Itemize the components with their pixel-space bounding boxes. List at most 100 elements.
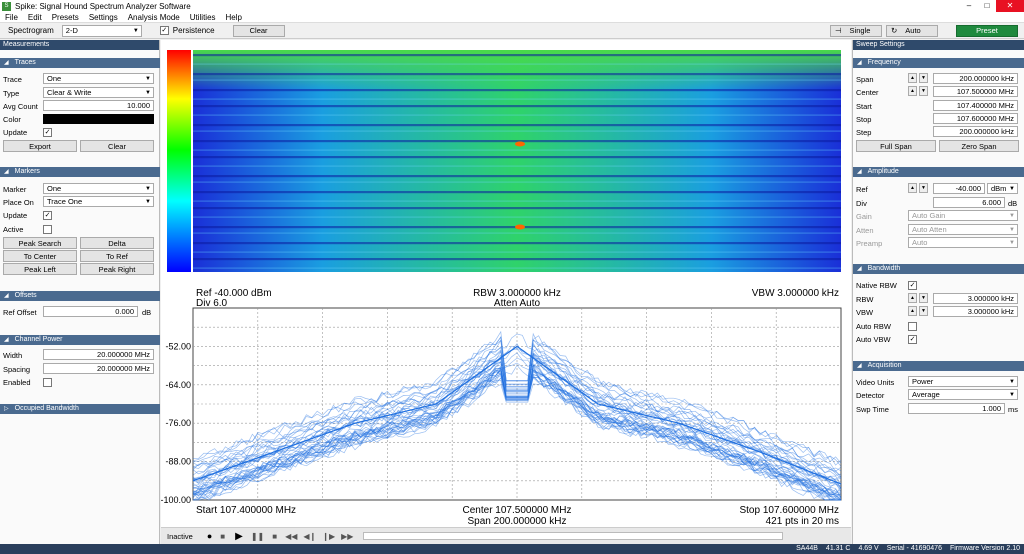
menu-help[interactable]: Help: [225, 12, 242, 22]
width-input[interactable]: 20.000000 MHz: [43, 349, 154, 360]
peak-search-button[interactable]: Peak Search: [3, 237, 77, 249]
spectrogram-select[interactable]: 2-D ▼: [61, 24, 142, 37]
stop-icon[interactable]: ■: [220, 531, 226, 541]
pause-icon[interactable]: ❚❚: [250, 531, 265, 541]
frequency-section-header[interactable]: ◢ Frequency: [853, 58, 1024, 68]
color-label: Color: [3, 114, 21, 124]
step-back-icon[interactable]: ◀❙: [303, 531, 317, 541]
center-up-icon[interactable]: ▲: [908, 86, 917, 96]
type-select[interactable]: Clear & Write ▼: [43, 87, 154, 98]
video-units-select[interactable]: Power ▼: [908, 376, 1018, 387]
auto-button[interactable]: ↻ Auto: [886, 24, 938, 37]
swp-time-input[interactable]: 1.000: [908, 403, 1005, 414]
full-span-button[interactable]: Full Span: [856, 140, 936, 152]
trace-select[interactable]: One ▼: [43, 73, 154, 84]
native-rbw-checkbox[interactable]: ✓: [908, 281, 917, 290]
menu-file[interactable]: File: [5, 12, 18, 22]
persistence-trace: [192, 332, 842, 467]
atten-select[interactable]: Auto Atten ▼: [908, 224, 1018, 235]
auto-rbw-checkbox[interactable]: [908, 322, 917, 331]
vbw-down-icon[interactable]: ▼: [919, 306, 928, 316]
live-trace: [192, 345, 842, 485]
stop-input[interactable]: 107.600000 MHz: [933, 113, 1018, 124]
amplitude-section-header[interactable]: ◢ Amplitude: [853, 167, 1024, 177]
acquisition-section-header[interactable]: ◢ Acquisition: [853, 361, 1024, 371]
persistence-trace: [192, 344, 842, 476]
ref-unit-select[interactable]: dBm ▼: [987, 183, 1018, 194]
step-input[interactable]: 200.000000 kHz: [933, 126, 1018, 137]
occupied-bandwidth-section-header[interactable]: ▷ Occupied Bandwidth: [0, 404, 160, 414]
traces-clear-button[interactable]: Clear: [80, 140, 154, 152]
span-down-icon[interactable]: ▼: [919, 73, 928, 83]
markers-section-header[interactable]: ◢ Markers: [0, 167, 160, 177]
gain-select[interactable]: Auto Gain ▼: [908, 210, 1018, 221]
peak-right-button[interactable]: Peak Right: [80, 263, 154, 275]
active-checkbox[interactable]: [43, 225, 52, 234]
markers-title: Markers: [14, 168, 40, 175]
ref-down-icon[interactable]: ▼: [919, 183, 928, 193]
to-ref-button[interactable]: To Ref: [80, 250, 154, 262]
minimize-icon[interactable]: –: [966, 1, 972, 10]
zero-span-button[interactable]: Zero Span: [939, 140, 1019, 152]
playback-slider[interactable]: [363, 532, 784, 540]
ref-up-icon[interactable]: ▲: [908, 183, 917, 193]
peak-left-button[interactable]: Peak Left: [3, 263, 77, 275]
vbw-up-icon[interactable]: ▲: [908, 306, 917, 316]
color-swatch[interactable]: [43, 114, 154, 124]
clear-button[interactable]: Clear: [232, 24, 285, 37]
update-checkbox[interactable]: ✓: [43, 128, 52, 137]
preamp-label: Preamp: [856, 238, 883, 248]
preamp-value: Auto: [912, 238, 928, 247]
ref-offset-input[interactable]: 0.000: [43, 306, 138, 317]
chevron-down-icon: ▼: [1009, 391, 1015, 398]
center-input[interactable]: 107.500000 MHz: [933, 86, 1018, 97]
spectrogram-row: [193, 232, 841, 234]
offsets-section-header[interactable]: ◢ Offsets: [0, 291, 160, 301]
single-sweep-icon: ⊣: [835, 26, 842, 35]
export-button[interactable]: Export: [3, 140, 77, 152]
fast-forward-icon[interactable]: ▶▶: [341, 531, 354, 541]
rbw-down-icon[interactable]: ▼: [919, 293, 928, 303]
detector-select[interactable]: Average ▼: [908, 389, 1018, 400]
playback-stop-icon[interactable]: ■: [272, 531, 278, 541]
menu-analysis-mode[interactable]: Analysis Mode: [127, 12, 180, 22]
rbw-up-icon[interactable]: ▲: [908, 293, 917, 303]
rbw-input[interactable]: 3.000000 kHz: [933, 293, 1018, 304]
rewind-icon[interactable]: ◀◀: [285, 531, 298, 541]
span-up-icon[interactable]: ▲: [908, 73, 917, 83]
avg-count-input[interactable]: 10.000: [43, 100, 154, 111]
menu-utilities[interactable]: Utilities: [189, 12, 216, 22]
delta-button[interactable]: Delta: [80, 237, 154, 249]
persistence-checkbox[interactable]: ✓: [159, 26, 169, 35]
step-forward-icon[interactable]: ❙▶: [322, 531, 336, 541]
maximize-icon[interactable]: □: [984, 1, 990, 10]
center-down-icon[interactable]: ▼: [919, 86, 928, 96]
marker-select[interactable]: One ▼: [43, 183, 154, 194]
vbw-input[interactable]: 3.000000 kHz: [933, 306, 1018, 317]
preset-button[interactable]: Preset: [956, 24, 1018, 37]
close-icon[interactable]: ✕: [996, 0, 1024, 12]
traces-section-header[interactable]: ◢ Traces: [0, 58, 160, 68]
auto-vbw-checkbox[interactable]: ✓: [908, 335, 917, 344]
bandwidth-section-header[interactable]: ◢ Bandwidth: [853, 264, 1024, 274]
span-input[interactable]: 200.000000 kHz: [933, 73, 1018, 84]
menu-presets[interactable]: Presets: [51, 12, 79, 22]
menu-settings[interactable]: Settings: [88, 12, 118, 22]
spacing-input[interactable]: 20.000000 MHz: [43, 363, 154, 374]
record-icon[interactable]: ●: [206, 531, 213, 541]
preamp-select[interactable]: Auto ▼: [908, 237, 1018, 248]
marker-update-checkbox[interactable]: ✓: [43, 211, 52, 220]
persistence-trace: [192, 350, 842, 476]
enabled-checkbox[interactable]: [43, 378, 52, 387]
div-input[interactable]: 6.000: [933, 197, 1005, 208]
single-button[interactable]: ⊣ Single: [830, 24, 882, 37]
div-text: Div 6.0: [196, 298, 228, 309]
ref-input[interactable]: -40.000: [933, 183, 985, 194]
menu-edit[interactable]: Edit: [27, 12, 42, 22]
play-icon[interactable]: ▶: [235, 530, 243, 542]
start-input[interactable]: 107.400000 MHz: [933, 100, 1018, 111]
to-center-button[interactable]: To Center: [3, 250, 77, 262]
place-on-select[interactable]: Trace One ▼: [43, 196, 154, 207]
channel-power-section-header[interactable]: ◢ Channel Power: [0, 335, 160, 345]
center-label: Center: [856, 87, 879, 97]
